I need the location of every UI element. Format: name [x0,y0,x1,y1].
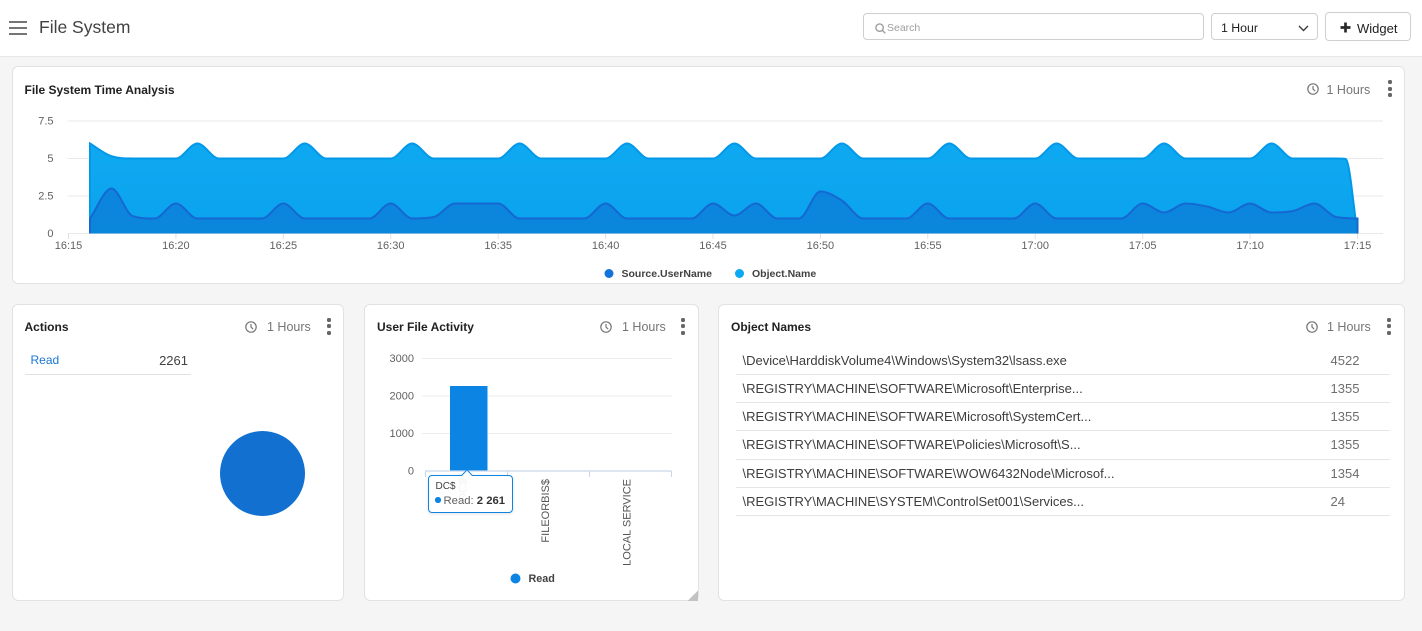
svg-text:17:15: 17:15 [1343,240,1371,252]
svg-text:5: 5 [47,153,53,165]
svg-text:7.5: 7.5 [38,116,53,128]
svg-text:16:50: 16:50 [806,240,834,252]
svg-text:2.5: 2.5 [38,191,53,203]
svg-text:Object.Name: Object.Name [752,268,816,280]
svg-text:16:40: 16:40 [591,240,619,252]
svg-text:16:20: 16:20 [162,240,190,252]
svg-text:FILEORBIS$: FILEORBIS$ [540,479,552,543]
svg-text:17:10: 17:10 [1236,240,1264,252]
svg-text:16:45: 16:45 [699,240,727,252]
svg-text:17:00: 17:00 [1021,240,1049,252]
svg-text:Source.UserName: Source.UserName [621,268,712,280]
svg-text:16:55: 16:55 [914,240,942,252]
svg-text:1000: 1000 [390,428,414,440]
svg-text:Read: Read [529,573,555,585]
svg-text:0: 0 [47,228,53,240]
svg-text:16:35: 16:35 [484,240,512,252]
svg-text:16:25: 16:25 [269,240,297,252]
svg-text:2000: 2000 [390,390,414,402]
svg-text:17:05: 17:05 [1128,240,1156,252]
svg-text:16:30: 16:30 [376,240,404,252]
svg-text:16:15: 16:15 [54,240,82,252]
svg-text:LOCAL SERVICE: LOCAL SERVICE [622,479,634,566]
svg-text:0: 0 [408,465,414,477]
svg-text:3000: 3000 [390,353,414,365]
